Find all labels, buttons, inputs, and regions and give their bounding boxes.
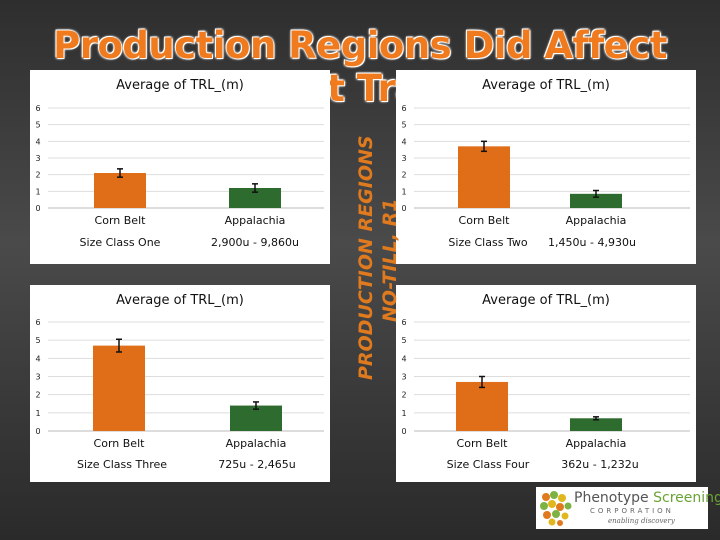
side-label-line2: NO-TILL, R1 [379, 199, 401, 322]
size-range-label: 2,900u - 9,860u [211, 236, 299, 249]
chart-title: Average of TRL_(m) [116, 293, 244, 308]
y-tick-label: 1 [35, 409, 40, 418]
y-tick-label: 2 [35, 171, 40, 180]
category-label: Corn Belt [459, 214, 511, 227]
y-tick-label: 2 [401, 391, 406, 400]
chart-size-class-two: Average of TRL_(m) 0 1 2 3 4 5 6 Corn Belt Size C… [396, 70, 696, 264]
side-label-line1: PRODUCTION REGIONS [355, 135, 377, 380]
category-label: Appalachia [566, 214, 627, 227]
chart-svg: Average of TRL_(m) 0 1 2 3 4 5 6 Corn Belt Size C… [35, 78, 324, 249]
y-tick-label: 4 [35, 354, 40, 363]
y-tick-label: 2 [35, 391, 40, 400]
logo-tagline: enabling discovery [608, 517, 675, 525]
y-tick-label: 1 [401, 409, 406, 418]
category-label: Appalachia [566, 437, 627, 450]
y-tick-label: 0 [35, 427, 40, 436]
y-tick-label: 0 [401, 427, 406, 436]
bar-appalachia [229, 188, 281, 208]
y-tick-label: 4 [401, 354, 406, 363]
bar-corn-belt [456, 381, 508, 431]
bar-corn-belt [458, 146, 510, 208]
category-label: Corn Belt [457, 437, 509, 450]
logo-corporation: CORPORATION [590, 507, 674, 515]
category-label: Appalachia [225, 214, 286, 227]
y-tick-label: 3 [401, 154, 406, 163]
y-tick-label: 6 [35, 318, 40, 327]
y-tick-label: 0 [401, 204, 406, 213]
y-tick-label: 2 [401, 171, 406, 180]
size-range-label: 362u - 1,232u [561, 458, 638, 471]
phenotype-screening-logo: Phenotype Screening CORPORATION enabling… [536, 487, 720, 529]
y-tick-label: 6 [401, 318, 406, 327]
chart-svg: Average of TRL_(m) 0 1 2 3 4 5 6 Corn Belt Size C… [401, 78, 690, 249]
dna-cluster-icon [540, 491, 572, 526]
y-tick-label: 1 [401, 187, 406, 196]
size-class-label: Size Class Four [447, 458, 530, 471]
size-range-label: 1,450u - 4,930u [548, 236, 636, 249]
chart-svg: Average of TRL_(m) 0 1 2 3 4 5 6 Corn Belt Size C… [401, 293, 690, 471]
chart-title: Average of TRL_(m) [482, 78, 610, 93]
chart-svg: Average of TRL_(m) 0 1 2 3 4 5 6 Corn Belt Size C… [35, 293, 324, 471]
bar-corn-belt [94, 173, 146, 208]
size-class-label: Size Class Two [448, 236, 527, 249]
y-tick-label: 3 [35, 373, 40, 382]
chart-size-class-one: Average of TRL_(m) 0 1 2 3 4 5 6 Corn Belt Size C… [30, 70, 330, 264]
category-label: Appalachia [226, 437, 287, 450]
category-label: Corn Belt [94, 437, 146, 450]
size-class-label: Size Class Three [77, 458, 167, 471]
y-tick-label: 1 [35, 187, 40, 196]
production-regions-label: PRODUCTION REGIONS NO-TILL, R1 [352, 108, 406, 384]
y-tick-label: 3 [35, 154, 40, 163]
y-tick-label: 3 [401, 373, 406, 382]
y-tick-label: 5 [401, 121, 406, 130]
chart-title: Average of TRL_(m) [116, 78, 244, 93]
y-tick-label: 6 [35, 104, 40, 113]
y-tick-label: 4 [401, 137, 406, 146]
y-tick-label: 5 [35, 121, 40, 130]
bar-appalachia [570, 193, 622, 208]
chart-size-class-three: Average of TRL_(m) 0 1 2 3 4 5 6 Corn Belt Size C… [30, 285, 330, 482]
chart-title: Average of TRL_(m) [482, 293, 610, 308]
bar-appalachia [570, 418, 622, 431]
y-tick-label: 0 [35, 204, 40, 213]
y-tick-label: 6 [401, 104, 406, 113]
y-tick-label: 5 [35, 336, 40, 345]
category-label: Corn Belt [95, 214, 147, 227]
size-range-label: 725u - 2,465u [218, 458, 295, 471]
bar-corn-belt [93, 345, 145, 431]
y-tick-label: 5 [401, 336, 406, 345]
y-tick-label: 4 [35, 137, 40, 146]
logo-name: Phenotype Screening [574, 490, 720, 506]
chart-size-class-four: Average of TRL_(m) 0 1 2 3 4 5 6 Corn Belt Size C… [396, 285, 696, 482]
size-class-label: Size Class One [80, 236, 161, 249]
